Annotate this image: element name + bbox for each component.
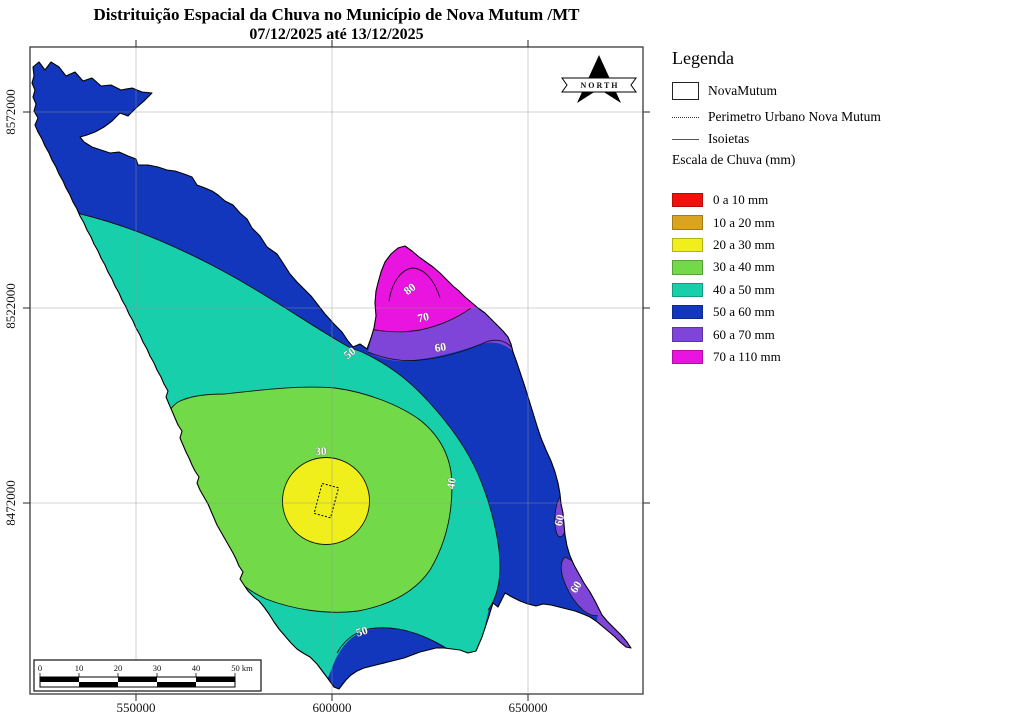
class-swatch-50-60 [672,304,703,320]
zone-20-30 [282,457,370,545]
north-arrow-ribbon [561,77,637,93]
isolines [51,207,514,673]
class-label-40-50: 40 a 50 mm [713,281,775,297]
legend-class-row: 50 a 60 mm [672,301,781,323]
isoline-label-70-ne: 70 [417,311,431,325]
scale-bar-label-0: 0 [38,663,42,673]
class-swatch-30-40 [672,260,703,275]
zone-ne-70-110 [372,246,476,332]
y-axis-label-8472000: 8472000 [3,480,18,526]
class-swatch-70-110 [672,349,703,365]
legend-layer-novamutum: NovaMutum [672,82,777,100]
scale-bar-segments [39,676,236,688]
scale-bar-ticks [39,673,236,677]
isoline-label-30-center: 30 [315,446,327,458]
class-swatch-40-50 [672,282,703,297]
class-swatch-20-30 [672,237,703,253]
map-title-line1: Distrituição Espacial da Chuva no Municí… [93,5,580,24]
isoline-60-ne [367,339,514,362]
class-label-20-30: 20 a 30 mm [713,236,775,252]
x-axis-label-650000: 650000 [509,700,548,715]
legend-class-row: 10 a 20 mm [672,211,781,233]
solid-line-icon [672,138,699,140]
class-swatch-10-20 [672,215,703,230]
north-arrow-label: NORTH [580,81,619,90]
class-label-0-10: 0 a 10 mm [713,192,769,208]
scale-bar-label-40: 40 [192,663,201,673]
legend-class-row: 30 a 40 mm [672,256,781,278]
legend-layer-isoietas-label: Isoietas [708,131,750,146]
isoline-label-40-east: 40 [445,477,459,491]
legend-class-row: 60 a 70 mm [672,323,781,345]
isoline-label-60-east-upper: 60 [553,513,567,527]
isoline-70-ne [369,307,472,333]
class-label-70-110: 70 a 110 mm [713,348,781,364]
map-title: Distrituição Espacial da Chuva no Municí… [30,5,643,44]
class-label-50-60: 50 a 60 mm [713,304,775,320]
y-axis-label-8522000: 8522000 [3,283,18,329]
legend-title: Legenda [672,48,734,68]
isoline-80-ne [388,267,441,302]
x-axis-label-550000: 550000 [117,700,156,715]
urban-perimeter [313,482,340,519]
scale-bar-label-50km: 50 km [231,663,253,673]
class-swatch-0-10 [672,192,703,208]
frame-ticks [23,40,650,701]
dotted-line-icon [672,116,699,118]
scale-bar: 0 10 20 30 40 50 km [33,659,262,692]
legend-layer-novamutum-label: NovaMutum [708,83,777,98]
municipality-boundary [31,61,632,690]
isoline-label-60-ne: 60 [434,341,448,355]
class-label-10-20: 10 a 20 mm [713,214,775,230]
class-label-30-40: 30 a 40 mm [713,259,775,275]
legend-layer-perimetro: Perimetro Urbano Nova Mutum [672,109,881,125]
legend-class-row: 40 a 50 mm [672,279,781,301]
legend-scale-title: Escala de Chuva (mm) [672,152,796,167]
scale-bar-label-30: 30 [153,663,162,673]
north-arrow: NORTH [561,55,637,103]
graticule [30,47,643,694]
axis-labels: 550000 600000 650000 8572000 8522000 847… [3,89,548,715]
isoline-label-50-south: 50 [355,625,370,640]
municipality-swatch-icon [672,82,699,100]
legend-class-row: 70 a 110 mm [672,346,781,368]
isoline-50-north [51,207,501,611]
legend-class-row: 0 a 10 mm [672,189,781,211]
y-axis-label-8572000: 8572000 [3,89,18,135]
legend-layer-perimetro-label: Perimetro Urbano Nova Mutum [708,109,881,124]
class-swatch-60-70 [672,327,703,342]
scale-bar-label-10: 10 [75,663,84,673]
map-frame [29,46,644,695]
map-title-line2: 07/12/2025 até 13/12/2025 [249,26,424,43]
municipality-shape [31,61,632,690]
scale-bar-label-20: 20 [114,663,123,673]
legend-class-row: 20 a 30 mm [672,234,781,256]
class-label-60-70: 60 a 70 mm [713,326,775,342]
legend-classes: 0 a 10 mm 10 a 20 mm 20 a 30 mm 30 a 40 … [672,189,781,368]
x-axis-label-600000: 600000 [313,700,352,715]
legend-layer-isoietas: Isoietas [672,131,749,147]
